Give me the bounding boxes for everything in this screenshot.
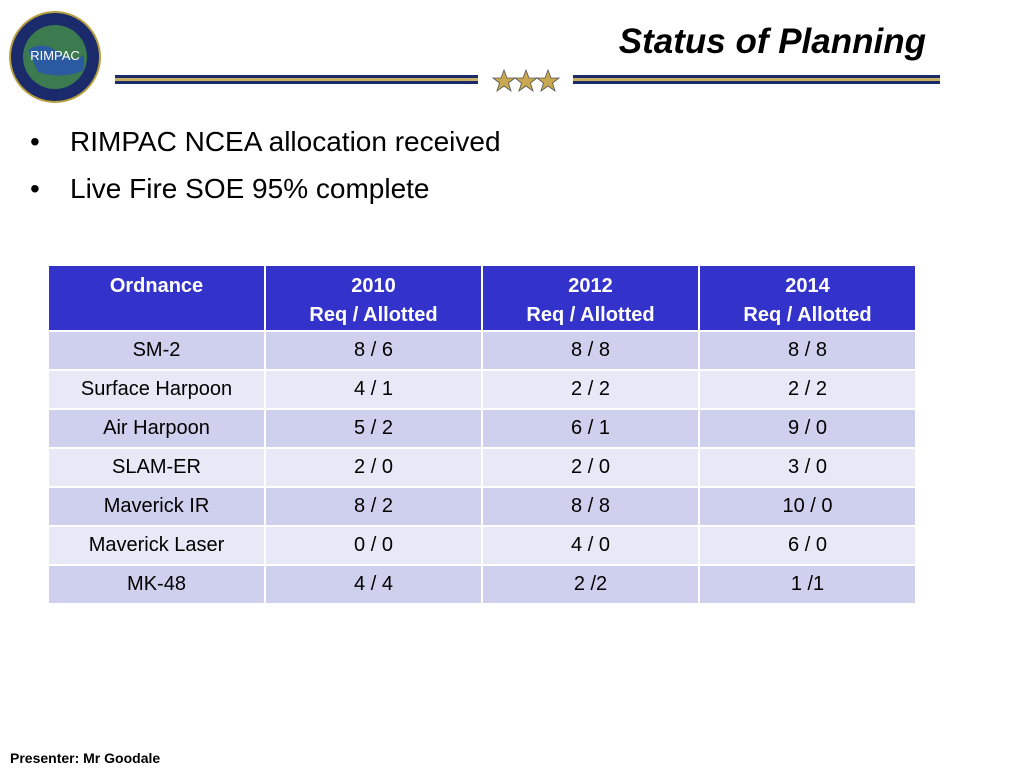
table-cell: 2 / 2 (698, 369, 917, 410)
table-cell: 1 /1 (698, 564, 917, 605)
table-cell: 8 / 8 (481, 486, 700, 527)
table-cell: 8 / 8 (698, 330, 917, 371)
table-cell: Maverick Laser (47, 525, 266, 566)
bullet: RIMPAC NCEA allocation received (30, 126, 501, 173)
header-row: Ordnance 2010 Req / Allotted 2012 Req / Allo… (47, 264, 917, 332)
column-header: Ordnance (47, 264, 266, 332)
table-cell: MK-48 (47, 564, 266, 605)
divider (115, 68, 940, 93)
logo: RIMPAC (9, 11, 101, 103)
table-cell: SLAM-ER (47, 447, 266, 488)
table-cell: 10 / 0 (698, 486, 917, 527)
bullet: Live Fire SOE 95% complete (30, 173, 501, 220)
table-cell: 2 / 2 (481, 369, 700, 410)
table-cell: 4 / 0 (481, 525, 700, 566)
footer: Presenter: Mr Goodale (10, 750, 161, 766)
logo-text: RIMPAC (30, 48, 80, 63)
header-line: Req / Allotted (309, 304, 438, 326)
table-cell: 6 / 1 (481, 408, 700, 449)
table-cell: Maverick IR (47, 486, 266, 527)
header-line: 2014 (785, 275, 830, 297)
header-line: Req / Allotted (526, 304, 655, 326)
table-cell: SM-2 (47, 330, 266, 371)
table-cell: 3 / 0 (698, 447, 917, 488)
table-cell: 8 / 8 (481, 330, 700, 371)
table-cell: 8 / 2 (264, 486, 483, 527)
table-cell: Surface Harpoon (47, 369, 266, 410)
header-line: 2010 (351, 275, 396, 297)
table-cell: 6 / 0 (698, 525, 917, 566)
table-cell: 2 / 0 (481, 447, 700, 488)
table-cell: 0 / 0 (264, 525, 483, 566)
table-cell: 2 / 0 (264, 447, 483, 488)
slide-title: Status of Planning (618, 22, 926, 61)
header-line: 2012 (568, 275, 613, 297)
table-cell: 2 /2 (481, 564, 700, 605)
column-header: 2010 Req / Allotted (264, 264, 483, 332)
column-header: 2014 Req / Allotted (698, 264, 917, 332)
table-cell: 8 / 6 (264, 330, 483, 371)
table-cell: 4 / 1 (264, 369, 483, 410)
header-line: Ordnance (109, 275, 204, 297)
bullet-list: RIMPAC NCEA allocation receivedLive Fire… (30, 126, 501, 220)
table-cell: 9 / 0 (698, 408, 917, 449)
table-cell: 4 / 4 (264, 564, 483, 605)
ordnance-table: Ordnance 2010 Req / Allotted 2012 Req / Allo… (47, 264, 917, 605)
header-line: Req / Allotted (743, 304, 872, 326)
table-cell: Air Harpoon (47, 408, 266, 449)
table-cell: 5 / 2 (264, 408, 483, 449)
column-header: 2012 Req / Allotted (481, 264, 700, 332)
